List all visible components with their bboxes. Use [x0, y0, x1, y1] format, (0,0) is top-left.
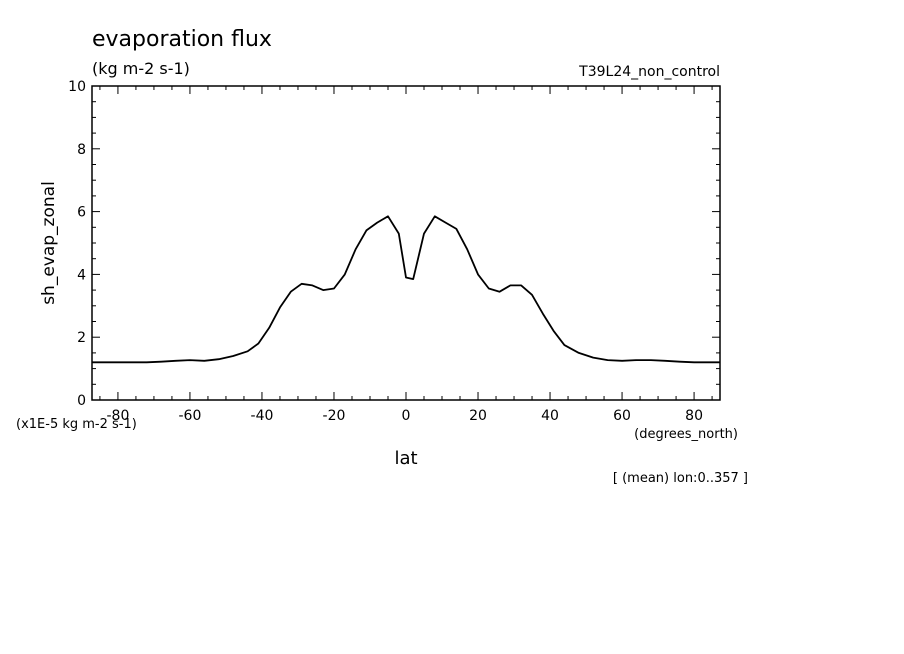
y-tick-label: 6	[77, 205, 86, 221]
y-tick-label: 8	[77, 142, 86, 158]
y-axis-label: sh_evap_zonal	[39, 181, 59, 305]
series-line	[92, 215, 720, 364]
y-scale-note: (x1E-5 kg m-2 s-1)	[16, 417, 137, 432]
chart-subtitle: (kg m-2 s-1)	[92, 59, 190, 78]
y-tick-label: 2	[77, 330, 86, 346]
x-axis-ticks	[99, 86, 713, 400]
x-axis-tick-labels: -80 -60 -40 -20 0 20 40 60 80	[106, 408, 702, 424]
x-tick-label: 60	[613, 408, 631, 424]
x-axis-label: lat	[394, 448, 417, 469]
x-tick-label: -60	[179, 408, 202, 424]
x-tick-label: -80	[106, 408, 129, 424]
x-tick-label: 40	[541, 408, 559, 424]
y-tick-label: 4	[77, 267, 86, 283]
x-tick-label: 20	[469, 408, 487, 424]
chart-title: evaporation flux	[92, 27, 272, 52]
footnote: [ (mean) lon:0..357 ]	[613, 471, 748, 486]
x-tick-label: -20	[323, 408, 346, 424]
plot-frame	[91, 85, 721, 401]
run-label: T39L24_non_control	[578, 64, 720, 80]
x-tick-label: 0	[402, 408, 411, 424]
y-tick-label: 10	[68, 79, 86, 95]
y-tick-label: 0	[77, 393, 86, 409]
x-tick-label: -40	[251, 408, 274, 424]
x-axis-units: (degrees_north)	[634, 427, 738, 442]
x-tick-label: 80	[685, 408, 703, 424]
y-axis-ticks	[92, 85, 720, 401]
y-axis-tick-labels: 0 2 4 6 8 10	[68, 79, 86, 409]
